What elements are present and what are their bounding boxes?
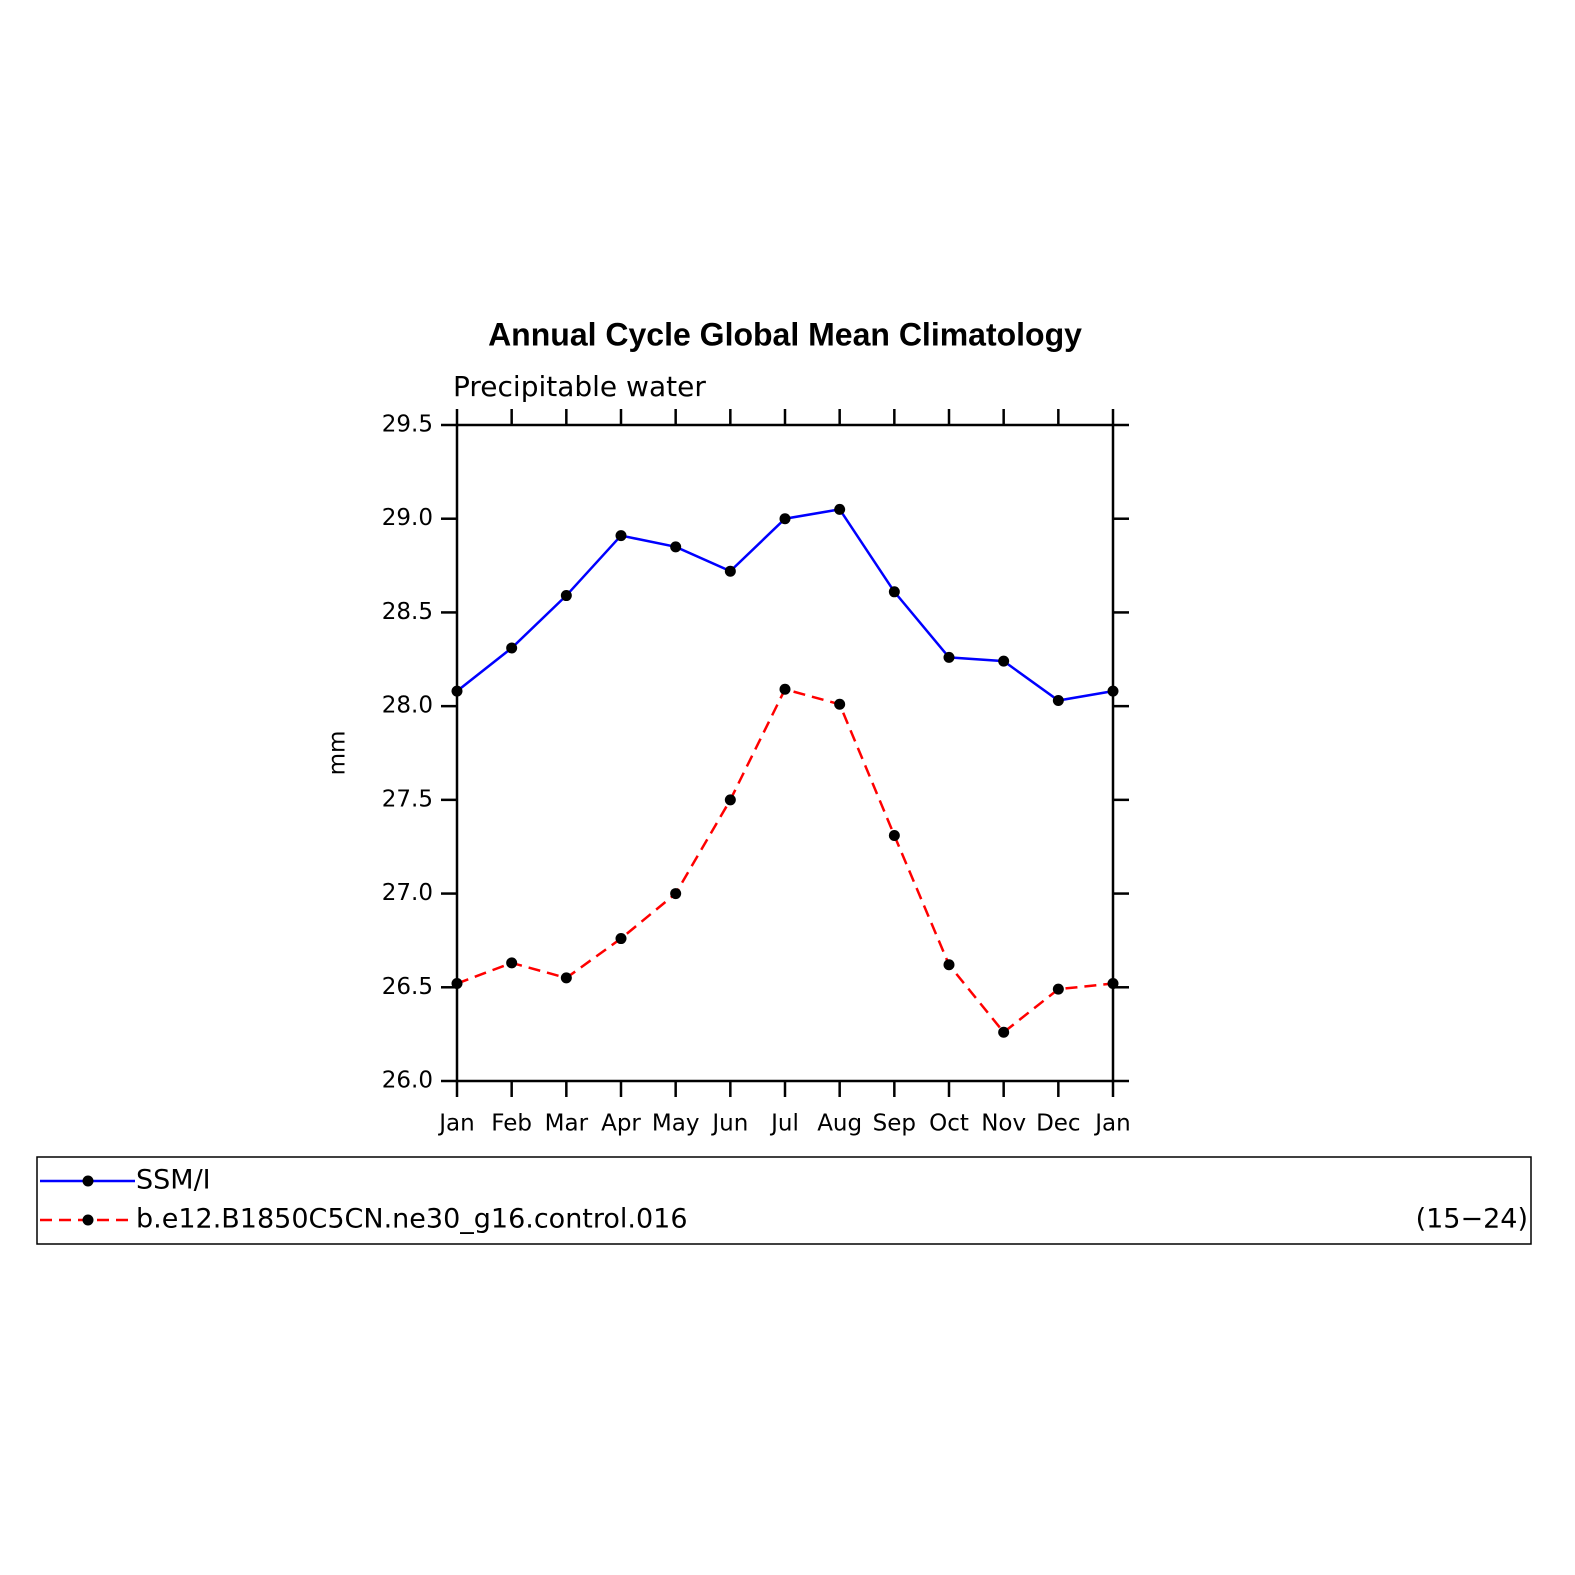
data-point bbox=[615, 530, 627, 542]
data-point bbox=[779, 683, 791, 695]
data-point bbox=[834, 503, 846, 515]
x-tick-label: Apr bbox=[601, 1111, 641, 1137]
data-point bbox=[506, 642, 518, 654]
y-tick-label: 26.5 bbox=[382, 974, 433, 1000]
x-tick-label: Oct bbox=[929, 1111, 969, 1137]
legend-label: b.e12.B1850C5CN.ne30_g16.control.016 bbox=[136, 1204, 688, 1235]
data-point bbox=[779, 513, 791, 525]
data-point bbox=[451, 978, 463, 990]
data-point bbox=[670, 888, 682, 900]
data-point bbox=[1107, 978, 1119, 990]
x-tick-label: Sep bbox=[873, 1111, 916, 1137]
chart-subtitle: Precipitable water bbox=[453, 370, 706, 403]
legend-marker bbox=[82, 1214, 94, 1226]
y-tick-label: 28.0 bbox=[382, 693, 433, 719]
data-point bbox=[888, 586, 900, 598]
x-tick-label: Jan bbox=[1093, 1111, 1130, 1137]
x-tick-label: Dec bbox=[1036, 1111, 1081, 1137]
data-point bbox=[560, 590, 572, 602]
data-point bbox=[724, 794, 736, 806]
data-point bbox=[1052, 695, 1064, 707]
data-point bbox=[943, 651, 955, 663]
data-point bbox=[670, 541, 682, 553]
chart-title: Annual Cycle Global Mean Climatology bbox=[488, 316, 1082, 352]
x-tick-label: Nov bbox=[981, 1111, 1026, 1137]
legend-note: (15−24) bbox=[1416, 1204, 1528, 1235]
x-tick-label: Mar bbox=[545, 1111, 589, 1137]
y-tick-label: 27.0 bbox=[382, 880, 433, 906]
x-tick-label: Jul bbox=[769, 1111, 799, 1137]
data-point bbox=[998, 655, 1010, 667]
data-point bbox=[506, 957, 518, 969]
y-tick-label: 26.0 bbox=[382, 1068, 433, 1094]
data-point bbox=[1107, 685, 1119, 697]
data-point bbox=[943, 959, 955, 971]
x-tick-label: Jun bbox=[710, 1111, 748, 1137]
data-point bbox=[834, 698, 846, 710]
data-point bbox=[560, 972, 572, 984]
legend-marker bbox=[82, 1175, 94, 1187]
data-point bbox=[724, 565, 736, 577]
x-tick-label: Aug bbox=[817, 1111, 862, 1137]
data-point bbox=[451, 685, 463, 697]
y-axis-label: mm bbox=[325, 731, 351, 776]
data-point bbox=[998, 1026, 1010, 1038]
x-tick-label: May bbox=[652, 1111, 700, 1137]
legend-box bbox=[36, 1156, 1532, 1245]
data-point bbox=[1052, 983, 1064, 995]
y-tick-label: 28.5 bbox=[382, 599, 433, 625]
y-tick-label: 27.5 bbox=[382, 786, 433, 812]
y-tick-label: 29.5 bbox=[382, 412, 433, 438]
data-point bbox=[888, 829, 900, 841]
x-tick-label: Feb bbox=[491, 1111, 532, 1137]
data-point bbox=[615, 933, 627, 945]
legend-label: SSM/I bbox=[136, 1165, 211, 1196]
x-tick-label: Jan bbox=[437, 1111, 474, 1137]
y-tick-label: 29.0 bbox=[382, 505, 433, 531]
